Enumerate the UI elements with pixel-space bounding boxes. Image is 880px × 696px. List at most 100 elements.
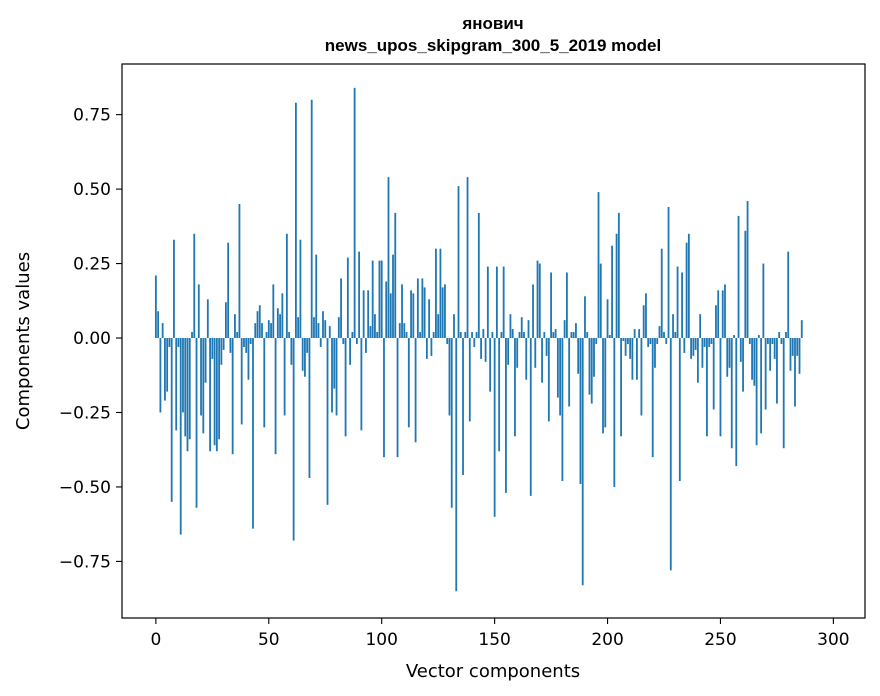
bar [319, 338, 322, 347]
bar [735, 338, 738, 467]
bar [757, 335, 760, 339]
bar [421, 278, 424, 339]
bar [173, 239, 175, 339]
bar [410, 290, 412, 339]
bar [482, 329, 485, 339]
bar [258, 305, 261, 339]
bar [696, 338, 699, 383]
bar [789, 338, 792, 371]
bar [505, 338, 507, 493]
bar [608, 335, 611, 339]
bar [620, 338, 622, 437]
bar [604, 338, 607, 428]
bar [678, 338, 681, 481]
bar [315, 254, 318, 339]
x-tick-label: 300 [817, 630, 849, 650]
bar [500, 332, 503, 339]
bar [739, 338, 742, 362]
y-tick-label: 0.50 [73, 180, 111, 200]
bar [484, 338, 487, 362]
bar [247, 338, 250, 380]
bar [355, 338, 358, 344]
bar [575, 323, 577, 339]
bar [261, 323, 263, 339]
bar [665, 338, 668, 344]
plot-area-frame [121, 63, 866, 619]
bar [385, 281, 388, 339]
bar [229, 338, 232, 353]
bar [392, 254, 394, 339]
bar [617, 212, 620, 339]
bar [550, 272, 552, 339]
x-tick-label: 100 [365, 630, 397, 650]
bar [748, 338, 751, 344]
bar [631, 338, 634, 380]
bar [480, 338, 482, 359]
bar [699, 314, 702, 339]
bar [425, 338, 428, 359]
bar [371, 260, 374, 339]
bar [737, 215, 740, 339]
bar [495, 266, 498, 339]
bar [168, 338, 171, 347]
bar [188, 338, 191, 440]
bar [177, 338, 180, 347]
bar [529, 338, 532, 496]
bar [240, 338, 243, 425]
bar [561, 338, 564, 481]
bar [310, 99, 313, 339]
y-tick-label: 0.00 [73, 329, 111, 349]
bar [712, 338, 715, 410]
y-tick-label: −0.75 [59, 552, 111, 572]
bar [220, 338, 223, 365]
x-axis-label: Vector components [406, 661, 580, 682]
bar [599, 263, 602, 339]
bar [541, 338, 543, 383]
bar [762, 263, 765, 339]
bar [374, 314, 376, 339]
bar [394, 212, 397, 339]
bar [766, 338, 769, 344]
bar [672, 314, 674, 339]
bar [514, 338, 516, 437]
bar [215, 338, 218, 452]
bar [760, 338, 763, 434]
bar [523, 332, 525, 339]
bar [444, 284, 446, 339]
bar [249, 338, 252, 344]
bar [489, 338, 492, 392]
bar [209, 338, 211, 452]
bar [563, 320, 566, 339]
bar [694, 338, 697, 350]
y-tick-label: −0.50 [59, 478, 111, 498]
bar [577, 338, 580, 374]
x-tick-label: 150 [478, 630, 510, 650]
bar [674, 332, 677, 339]
bar [238, 203, 241, 339]
bar [308, 338, 311, 479]
bar [306, 338, 309, 353]
bar [204, 338, 207, 383]
chart-title: янович [461, 14, 523, 33]
bar [191, 332, 193, 339]
bar [179, 338, 182, 535]
bar [396, 338, 399, 458]
bar [622, 338, 625, 341]
bar [733, 335, 735, 339]
bar [464, 332, 467, 339]
bar [281, 293, 284, 339]
bar [270, 323, 272, 339]
bar [446, 338, 449, 344]
bar [175, 338, 178, 431]
bar [690, 338, 693, 359]
bar [243, 338, 245, 347]
bar [383, 338, 385, 458]
bar [559, 338, 562, 416]
bar [367, 290, 370, 339]
bar [532, 284, 534, 339]
bar [170, 338, 173, 502]
bar [279, 314, 281, 339]
bar [638, 329, 641, 339]
bar [218, 338, 221, 440]
bar [511, 329, 514, 339]
